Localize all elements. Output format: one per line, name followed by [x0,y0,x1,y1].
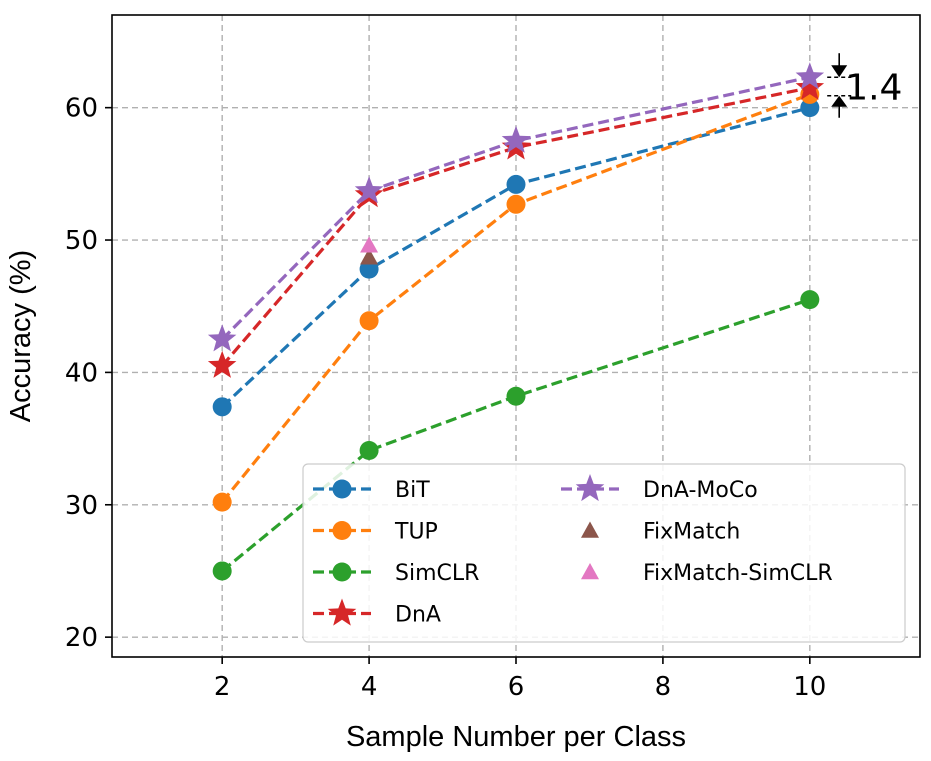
legend-items: BiT TUP SimCLR DnA DnA-MoCo FixMatch FixMatch-… [313,474,833,628]
legend-item-dna-moco: DnA-MoCo [561,474,758,503]
data-point-dna-moco [354,176,384,204]
legend-item-simclr: SimCLR [313,561,479,586]
x-tick-label: 10 [793,672,826,702]
data-point-fixmatch-simclr [360,236,379,253]
axis-ticks: 2 4 6 8 10 20 30 40 50 60 [65,94,826,702]
legend-label-bit: BiT [395,478,430,503]
legend-marker-bit [332,479,352,499]
plot-series [207,62,825,581]
data-point-dna-moco [207,324,237,352]
series-line-bit [221,106,811,408]
x-tick-label: 4 [361,672,378,702]
data-point-bit [212,397,232,417]
series-fixmatch [360,248,379,265]
series-simclr [212,290,820,581]
data-point-dna [795,72,825,100]
legend-marker-simclr [332,562,352,582]
data-point-tup [506,194,526,214]
legend-marker-fixmatch [581,521,599,538]
x-tick-label: 6 [508,672,525,702]
y-tick-label: 30 [65,491,98,521]
data-point-simclr [800,290,820,310]
x-tick-label: 2 [214,672,231,702]
legend-label-simclr: SimCLR [395,561,479,586]
data-point-dna [207,350,237,378]
data-point-tup [359,311,379,331]
y-tick-label: 40 [65,358,98,388]
legend-label-fixmatch-simclr: FixMatch-SimCLR [643,561,833,586]
data-point-bit [800,98,820,118]
series-tup [212,84,820,512]
x-tick-label: 8 [655,672,672,702]
legend-label-dna-moco: DnA-MoCo [643,478,758,503]
series-line-simclr [221,298,811,573]
series-line-tup [220,92,811,504]
legend-marker-tup [332,521,352,540]
legend-marker-fixmatch-simclr [581,563,599,580]
data-point-bit [506,174,526,194]
annotation-group: 1.4 [827,53,902,118]
annotation-label: 1.4 [845,67,902,108]
data-point-simclr [212,561,232,581]
y-axis-title: Accuracy (%) [5,250,37,422]
data-point-fixmatch [360,248,379,265]
series-dna-moco [207,62,825,352]
y-tick-label: 60 [65,94,98,124]
legend-item-fixmatch: FixMatch [581,520,740,545]
series-line-dna [220,86,811,367]
data-point-simclr [359,441,379,461]
legend-item-dna: DnA [313,598,441,628]
x-axis-title: Sample Number per Class [346,721,686,753]
legend-label-tup: TUP [394,520,438,545]
legend-box [302,463,906,643]
data-point-dna-moco [501,125,531,153]
legend-item-bit: BiT [313,478,430,503]
legend-item-fixmatch-simclr: FixMatch-SimCLR [581,561,833,586]
legend: BiT TUP SimCLR DnA DnA-MoCo FixMatch FixMatch-… [302,463,906,643]
legend-item-tup: TUP [313,520,438,545]
annotation-arrow-down-icon [831,65,848,78]
data-point-tup [212,492,232,512]
y-tick-label: 50 [65,226,98,256]
legend-label-fixmatch: FixMatch [643,520,740,545]
y-tick-label: 20 [65,623,98,653]
legend-marker-dna [327,598,357,626]
data-point-simclr [506,386,526,406]
series-line-dna-moco [221,75,811,341]
legend-label-dna: DnA [395,603,441,628]
annotation-arrow-up-icon [831,95,848,107]
legend-marker-dna-moco [575,474,605,502]
data-point-dna-moco [795,62,825,90]
series-fixmatch-simclr [360,236,379,253]
